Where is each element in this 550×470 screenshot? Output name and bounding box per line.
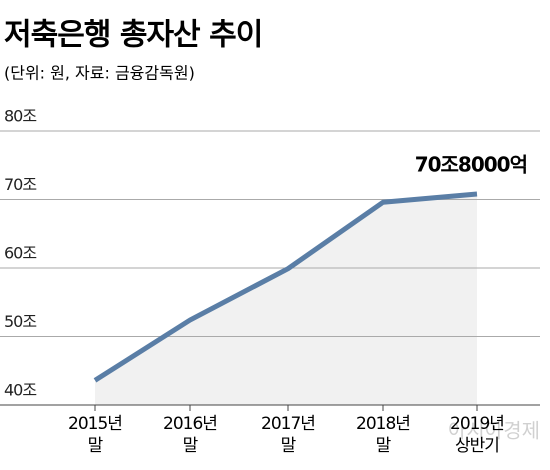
chart-title: 저축은행 총자산 추이 — [4, 18, 262, 53]
x-tick-label: 2015년 말 — [68, 414, 123, 456]
y-tick-label: 50조 — [4, 312, 36, 331]
x-tick-label: 2017년 말 — [261, 414, 316, 456]
watermark: 아시아경제 — [448, 419, 540, 443]
area — [95, 194, 477, 405]
y-tick-label: 70조 — [4, 175, 36, 194]
value-label: 70조8000억 — [415, 153, 527, 177]
y-tick-label: 40조 — [4, 381, 36, 400]
x-tick-label: 2018년 말 — [356, 414, 411, 456]
x-tick-label: 2019년 상반기 — [450, 414, 505, 456]
x-tick-label: 2016년 말 — [163, 414, 218, 456]
y-tick-label: 60조 — [4, 244, 36, 263]
y-tick-label: 80조 — [4, 107, 36, 126]
line — [93, 191, 478, 383]
chart-subtitle: (단위: 원, 자료: 금융감독원) — [4, 64, 195, 83]
